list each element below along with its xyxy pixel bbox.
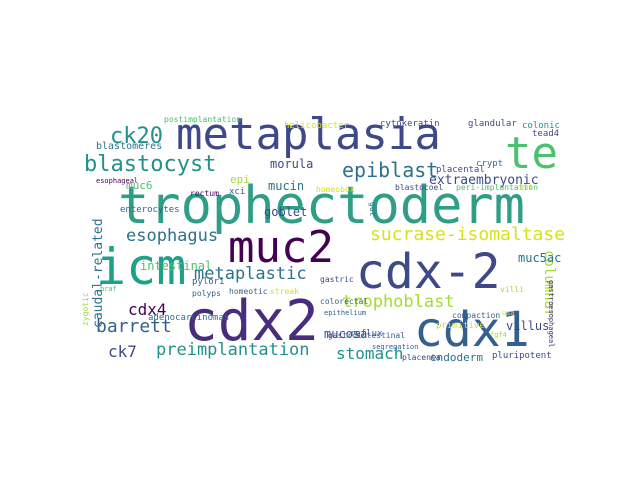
word-pylori: pylori [192, 277, 225, 287]
word-gut: gut [368, 202, 377, 217]
word-stomach: stomach [336, 344, 404, 363]
word-mucin: mucin [268, 179, 305, 193]
word-rectum: rectum [190, 189, 219, 198]
word-compaction: compaction [452, 311, 501, 320]
word-epi: epi [230, 173, 250, 186]
word-crypt: crypt [476, 159, 504, 169]
word-cdx1: cdx1 [414, 302, 530, 358]
word-peri-implantation: peri-implantation [456, 183, 538, 192]
word-zygotic: zygotic [81, 292, 90, 326]
word-muc6: muc6 [126, 179, 153, 192]
word-colonic: colonic [522, 121, 560, 131]
word-blastocyst: blastocyst [84, 152, 217, 177]
word-postimplantation: postimplantation [164, 115, 242, 124]
word-esophagus: esophagus [126, 226, 219, 246]
word-epithelium: epithelium [324, 309, 367, 317]
word-blastomeres: blastomeres [96, 141, 163, 152]
word-adenocarcinomas: adenocarcinomas [148, 313, 230, 323]
word-blastocoel: blastocoel [395, 183, 444, 192]
word-homeobox: homeobox [316, 185, 355, 194]
word-villus: villus [506, 319, 550, 333]
word-icm: icm [96, 238, 187, 296]
word-fgf4: fgf4 [490, 331, 507, 339]
word-xci: xci [229, 187, 246, 197]
word-villi: villi [500, 285, 525, 294]
word-polyps: polyps [192, 289, 221, 298]
word-cdx-dash-2: cdx-2 [356, 244, 501, 300]
word-homeotic: homeotic [229, 287, 268, 296]
word-usa: usa [502, 309, 515, 317]
word-gastric: gastric [320, 275, 354, 284]
word-te: te [505, 128, 558, 179]
word-helicobacter: helicobacter [284, 121, 350, 131]
word-enterocytes: enterocytes [120, 205, 180, 215]
word-caudal-related: caudal-related [91, 218, 106, 328]
word-braf: braf [100, 285, 117, 293]
word-trophectoderm: trophectoderm [118, 176, 525, 236]
word-cdx2: cdx2 [184, 289, 319, 354]
word-streak: streak [270, 287, 299, 296]
word-cloud: trophectoderm metaplasia cdx2 cdx-2 cdx1… [80, 109, 565, 370]
word-muc2: muc2 [228, 222, 334, 273]
word-reflux: reflux [350, 329, 383, 339]
word-mucosa: mucosa [324, 327, 368, 341]
word-segregation: segregation [372, 343, 419, 351]
word-trophoblast: trophoblast [342, 292, 455, 312]
word-preimplantation: preimplantation [156, 340, 310, 360]
word-wnt: wnt [520, 183, 533, 191]
word-gastroesophageal: gastroesophageal [547, 280, 555, 348]
word-placental: placental [436, 165, 485, 175]
word-pluripotent: pluripotent [492, 351, 552, 361]
word-intestinal: intestinal [140, 259, 213, 273]
word-cdx4: cdx4 [128, 300, 167, 319]
word-epiblast: epiblast [342, 158, 439, 182]
word-glandular: glandular [468, 119, 517, 129]
word-endoderm: endoderm [430, 351, 483, 364]
word-primitive: primitive [436, 321, 485, 331]
word-gastrointestinal: gastrointestinal [328, 331, 406, 340]
word-colorectal: colorectal [320, 297, 369, 306]
word-metaplasia: metaplasia [176, 109, 441, 160]
word-muc5ac: muc5ac [518, 251, 562, 265]
word-sucrase-isomaltase: sucrase-isomaltase [370, 224, 566, 245]
word-morula: morula [270, 157, 314, 171]
word-barrett: barrett [96, 316, 172, 337]
word-goblet: goblet [264, 205, 308, 219]
word-metaplastic: metaplastic [194, 264, 307, 284]
word-extraembryonic: extraembryonic [429, 173, 539, 188]
word-cytokeratin: cytokeratin [380, 119, 440, 129]
word-esophageal: esophageal [96, 177, 139, 185]
word-ck7: ck7 [108, 342, 137, 361]
word-tead4: tead4 [532, 129, 560, 139]
word-ck20: ck20 [110, 124, 163, 149]
word-placenta: placenta [402, 353, 441, 362]
